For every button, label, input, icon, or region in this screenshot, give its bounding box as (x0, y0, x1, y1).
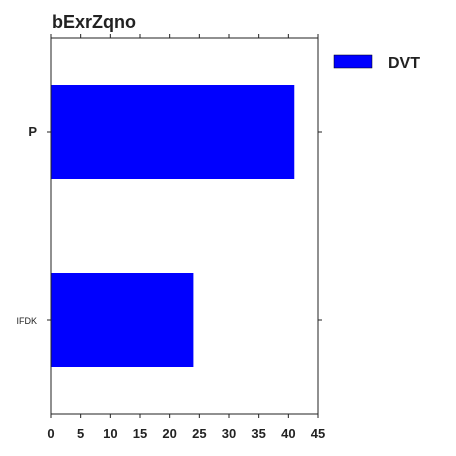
legend-swatch-dvt (333, 54, 373, 69)
xtick-label-30: 30 (222, 426, 236, 441)
xtick-label-10: 10 (103, 426, 117, 441)
xtick-label-25: 25 (192, 426, 206, 441)
plot-area-frame (50, 37, 319, 415)
ticks-layer: P IFDK 0 5 10 15 20 25 30 35 40 45 (16, 34, 325, 441)
xtick-label-20: 20 (162, 426, 176, 441)
chart-title: bExrZqno (52, 12, 136, 32)
xtick-label-15: 15 (133, 426, 147, 441)
xtick-label-45: 45 (311, 426, 325, 441)
xtick-label-0: 0 (47, 426, 54, 441)
ytick-label-p: P (28, 124, 37, 139)
bars-layer (51, 85, 295, 367)
bar-ifdk (51, 273, 194, 367)
xtick-label-35: 35 (251, 426, 265, 441)
ytick-label-ifdk: IFDK (16, 316, 37, 326)
bar-p (51, 85, 295, 179)
xtick-label-5: 5 (77, 426, 84, 441)
xtick-label-40: 40 (281, 426, 295, 441)
legend-label-dvt: DVT (388, 55, 420, 72)
legend: DVT (333, 54, 420, 72)
